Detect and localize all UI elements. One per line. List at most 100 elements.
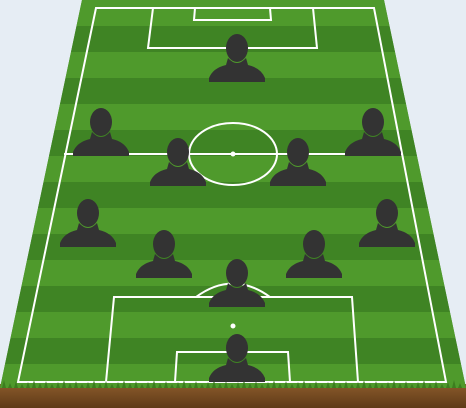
- grass-stripe: [49, 130, 417, 156]
- grass-tuft: [224, 381, 228, 388]
- grass-tuft: [128, 383, 132, 388]
- grass-tuft: [68, 383, 72, 388]
- grass-tuft: [56, 382, 60, 388]
- player-silhouette-icon[interactable]: [359, 197, 415, 247]
- grass-tuft: [164, 381, 168, 388]
- grass-tuft: [152, 380, 156, 388]
- grass-tuft: [26, 382, 30, 388]
- grass-stripe: [76, 0, 390, 26]
- player-silhouette-icon[interactable]: [73, 106, 129, 156]
- grass-tuft: [290, 384, 294, 388]
- grass-tuft: [272, 380, 276, 388]
- player-silhouette-icon[interactable]: [136, 228, 192, 278]
- player-silhouette-icon[interactable]: [286, 228, 342, 278]
- grass-tuft: [278, 383, 282, 388]
- grass-tuft: [230, 384, 234, 388]
- grass-tuft: [398, 383, 402, 388]
- player-silhouette-icon[interactable]: [209, 332, 265, 382]
- grass-tuft: [206, 382, 210, 388]
- grass-tuft: [344, 381, 348, 388]
- grass-tuft: [248, 383, 252, 388]
- player-silhouette-icon[interactable]: [60, 197, 116, 247]
- grass-tuft: [8, 383, 12, 388]
- grass-tuft: [254, 381, 258, 388]
- grass-tuft: [320, 384, 324, 388]
- grass-tuft: [62, 380, 66, 388]
- grass-tuft: [146, 382, 150, 388]
- grass-tuft: [440, 384, 444, 388]
- grass-tuft: [242, 380, 246, 388]
- center-circle: [188, 122, 278, 186]
- grass-tuft: [308, 383, 312, 388]
- grass-tuft: [380, 384, 384, 388]
- bottom-goal-box: [173, 351, 292, 383]
- bottom-penalty-spot: [230, 323, 236, 329]
- grass-tuft: [356, 382, 360, 388]
- grass-tuft: [80, 384, 84, 388]
- grass-tuft: [194, 381, 198, 388]
- pitch-soil-edge: [0, 384, 466, 408]
- grass-tuft: [326, 382, 330, 388]
- grass-tuft: [302, 380, 306, 388]
- grass-tuft: [236, 382, 240, 388]
- grass-tuft: [392, 380, 396, 388]
- grass-tuft: [116, 382, 120, 388]
- grass-tuft: [38, 383, 42, 388]
- grass-stripe: [32, 208, 434, 234]
- grass-tuft: [2, 380, 6, 388]
- grass-tuft: [386, 382, 390, 388]
- grass-tuft: [374, 381, 378, 388]
- grass-tuft: [416, 382, 420, 388]
- grass-tuft: [98, 383, 102, 388]
- grass-tuft: [188, 383, 192, 388]
- grass-tuft: [446, 382, 450, 388]
- grass-tuft: [44, 381, 48, 388]
- grass-tuft: [260, 384, 264, 388]
- grass-tuft: [14, 381, 18, 388]
- grass-tuft: [182, 380, 186, 388]
- grass-tuft: [74, 381, 78, 388]
- grass-tuft: [452, 380, 456, 388]
- grass-tuft: [200, 384, 204, 388]
- grass-tuft: [86, 382, 90, 388]
- player-silhouette-icon[interactable]: [150, 136, 206, 186]
- grass-tuft: [110, 384, 114, 388]
- grass-tuft: [434, 381, 438, 388]
- grass-tuft: [176, 382, 180, 388]
- grass-tuft: [428, 383, 432, 388]
- grass-tuft: [212, 380, 216, 388]
- grass-stripe: [43, 156, 423, 182]
- grass-tuft: [314, 381, 318, 388]
- grass-fringe: [2, 380, 462, 388]
- grass-tuft: [350, 384, 354, 388]
- grass-tuft: [122, 380, 126, 388]
- grass-stripe: [38, 182, 428, 208]
- grass-tuft: [284, 381, 288, 388]
- grass-tuft: [218, 383, 222, 388]
- center-spot: [230, 151, 236, 157]
- grass-tuft: [368, 383, 372, 388]
- grass-tuft: [266, 382, 270, 388]
- grass-tuft: [20, 384, 24, 388]
- grass-stripe: [60, 78, 406, 104]
- grass-tuft: [140, 384, 144, 388]
- grass-stripe: [27, 234, 439, 260]
- grass-tuft: [158, 383, 162, 388]
- player-silhouette-icon[interactable]: [270, 136, 326, 186]
- grass-tuft: [362, 380, 366, 388]
- grass-tuft: [134, 381, 138, 388]
- player-silhouette-icon[interactable]: [345, 106, 401, 156]
- grass-tuft: [170, 384, 174, 388]
- grass-tuft: [296, 382, 300, 388]
- grass-tuft: [338, 383, 342, 388]
- grass-tuft: [410, 384, 414, 388]
- grass-tuft: [104, 381, 108, 388]
- grass-tuft: [92, 380, 96, 388]
- grass-tuft: [32, 380, 36, 388]
- player-silhouette-icon[interactable]: [209, 257, 265, 307]
- grass-tuft: [422, 380, 426, 388]
- grass-stripe: [54, 104, 412, 130]
- player-silhouette-icon[interactable]: [209, 32, 265, 82]
- top-goal-box: [192, 7, 273, 21]
